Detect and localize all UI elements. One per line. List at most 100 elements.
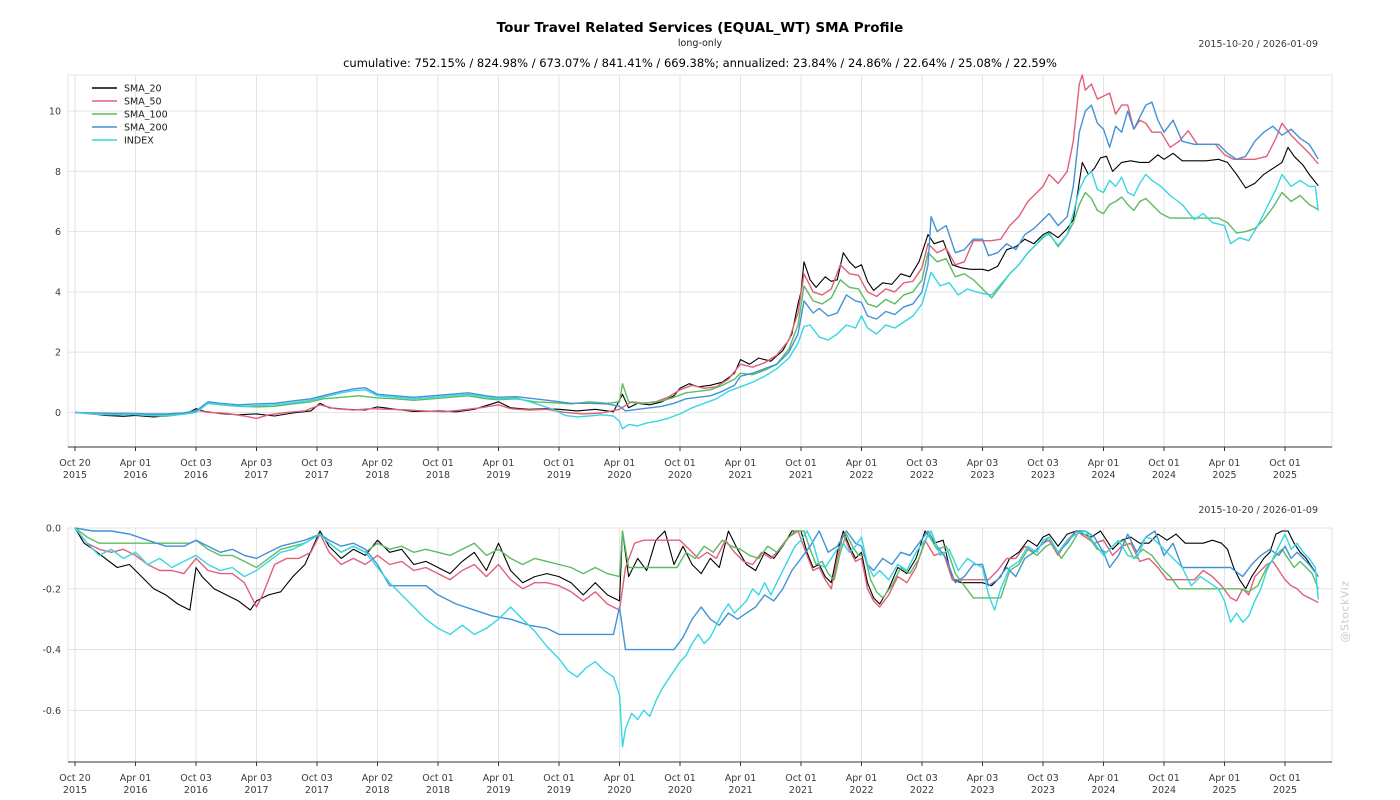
- x-tick-label: 2021: [728, 785, 752, 796]
- x-tick-label: Oct 01: [422, 773, 454, 784]
- x-tick-label: Apr 03: [967, 458, 999, 469]
- x-tick-label: 2024: [1091, 785, 1115, 796]
- x-tick-label: Oct 03: [1027, 773, 1059, 784]
- x-tick-label: Oct 01: [1148, 458, 1180, 469]
- x-tick-label: Oct 03: [301, 458, 333, 469]
- x-tick-label: 2020: [607, 470, 631, 481]
- x-tick-label: 2015: [63, 470, 87, 481]
- x-tick-label: 2021: [789, 470, 813, 481]
- x-tick-label: 2022: [849, 470, 873, 481]
- x-tick-label: 2023: [1031, 785, 1055, 796]
- x-tick-label: Apr 01: [483, 773, 515, 784]
- x-tick-label: Oct 01: [543, 458, 575, 469]
- series-line-SMA_200: [74, 101, 1319, 415]
- x-tick-label: 2018: [426, 470, 450, 481]
- x-tick-label: 2021: [728, 470, 752, 481]
- x-tick-label: Oct 03: [180, 773, 212, 784]
- x-tick-label: Apr 01: [483, 458, 515, 469]
- series-line-INDEX: [74, 170, 1319, 430]
- y-tick-label: 0: [55, 408, 61, 419]
- x-tick-label: Apr 01: [1209, 773, 1241, 784]
- y-tick-label: 6: [55, 227, 61, 238]
- gridlines: [68, 75, 1332, 447]
- x-tick-label: 2017: [244, 470, 268, 481]
- x-tick-label: Oct 03: [301, 773, 333, 784]
- x-tick-label: 2019: [486, 470, 510, 481]
- date-range-bottom: 2015-10-20 / 2026-01-09: [1198, 505, 1318, 516]
- x-tick-label: 2016: [123, 785, 147, 796]
- y-tick-label: 8: [55, 167, 61, 178]
- x-tick-label: 2023: [1031, 470, 1055, 481]
- x-tick-label: Apr 01: [120, 458, 152, 469]
- x-tick-label: Oct 20: [59, 773, 91, 784]
- legend-label-SMA_100: SMA_100: [124, 110, 168, 121]
- x-tick-label: Oct 01: [1269, 773, 1301, 784]
- x-tick-label: 2024: [1091, 470, 1115, 481]
- x-tick-label: 2022: [910, 785, 934, 796]
- x-tick-label: 2018: [365, 470, 389, 481]
- date-range-top: 2015-10-20 / 2026-01-09: [1198, 39, 1318, 50]
- y-tick-label: 4: [55, 287, 61, 298]
- x-tick-label: Oct 03: [906, 458, 938, 469]
- y-tick-label: -0.2: [42, 584, 61, 595]
- page-title: Tour Travel Related Services (EQUAL_WT) …: [496, 20, 904, 36]
- x-tick-label: 2025: [1212, 470, 1236, 481]
- legend-label-SMA_50: SMA_50: [124, 97, 162, 108]
- x-tick-label: Apr 01: [604, 773, 636, 784]
- watermark: @StockViz: [1338, 580, 1352, 643]
- x-tick-label: Oct 20: [59, 458, 91, 469]
- series-line-INDEX: [74, 527, 1319, 748]
- page-subtitle: long-only: [677, 38, 723, 49]
- x-tick-label: Apr 01: [725, 773, 757, 784]
- x-tick-label: 2020: [668, 785, 692, 796]
- x-tick-label: 2023: [970, 470, 994, 481]
- x-tick-label: Apr 02: [362, 458, 394, 469]
- x-tick-label: 2017: [305, 470, 329, 481]
- x-tick-label: 2022: [910, 470, 934, 481]
- x-tick-label: 2020: [607, 785, 631, 796]
- x-tick-label: Apr 01: [846, 458, 878, 469]
- series-line-SMA_50: [74, 74, 1319, 420]
- x-tick-label: Oct 03: [906, 773, 938, 784]
- x-tick-label: 2023: [970, 785, 994, 796]
- y-tick-label: 10: [49, 107, 61, 118]
- x-tick-label: 2022: [849, 785, 873, 796]
- x-tick-label: 2016: [184, 470, 208, 481]
- x-tick-label: Oct 03: [1027, 458, 1059, 469]
- x-tick-label: Apr 01: [120, 773, 152, 784]
- x-tick-label: Oct 01: [785, 773, 817, 784]
- y-tick-label: 0.0: [46, 524, 61, 535]
- x-tick-label: 2019: [547, 785, 571, 796]
- stats-line: cumulative: 752.15% / 824.98% / 673.07% …: [343, 56, 1057, 70]
- x-tick-label: Apr 01: [846, 773, 878, 784]
- x-tick-label: 2018: [426, 785, 450, 796]
- legend-label-SMA_20: SMA_20: [124, 84, 162, 95]
- x-tick-label: Oct 01: [1148, 773, 1180, 784]
- x-tick-label: Oct 03: [180, 458, 212, 469]
- x-tick-label: Apr 03: [241, 773, 273, 784]
- x-tick-label: 2017: [305, 785, 329, 796]
- x-tick-label: Apr 01: [1088, 458, 1120, 469]
- x-tick-label: Apr 01: [725, 458, 757, 469]
- x-tick-label: 2020: [668, 470, 692, 481]
- x-tick-label: 2016: [184, 785, 208, 796]
- legend: SMA_20 SMA_50 SMA_100 SMA_200 INDEX: [92, 84, 168, 147]
- x-tick-label: 2025: [1273, 785, 1297, 796]
- series-line-SMA_100: [74, 191, 1319, 416]
- series-line-SMA_20: [74, 146, 1319, 418]
- x-tick-label: Apr 01: [1088, 773, 1120, 784]
- plot-border: [67, 527, 1333, 763]
- x-tick-label: Apr 01: [604, 458, 636, 469]
- x-tick-label: Oct 01: [1269, 458, 1301, 469]
- x-tick-label: Oct 01: [664, 458, 696, 469]
- x-tick-label: 2024: [1152, 785, 1176, 796]
- x-tick-label: 2015: [63, 785, 87, 796]
- x-tick-label: 2025: [1273, 470, 1297, 481]
- y-tick-label: -0.4: [42, 645, 61, 656]
- x-tick-label: 2019: [547, 470, 571, 481]
- x-tick-label: 2019: [486, 785, 510, 796]
- x-tick-label: 2016: [123, 470, 147, 481]
